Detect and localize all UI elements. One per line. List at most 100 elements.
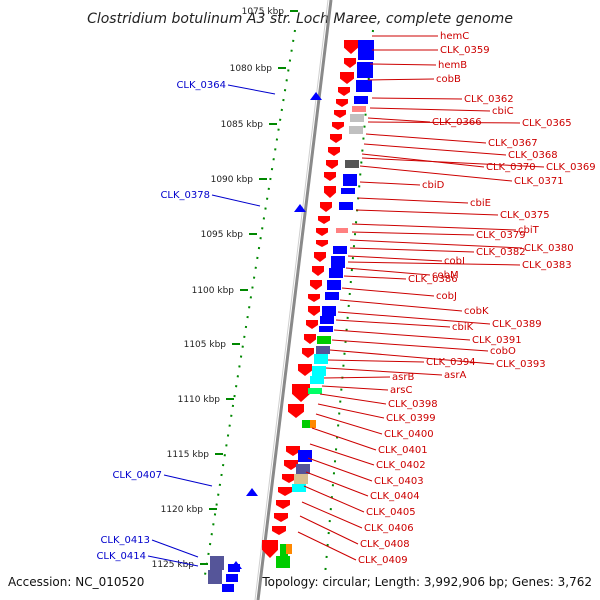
forward-gene-arrow (344, 40, 358, 54)
ruler-tick-label: 1105 kbp (184, 340, 227, 350)
reverse-gene-box (356, 80, 372, 92)
leader-line (361, 157, 545, 168)
leader-line (355, 209, 499, 216)
summary-text: Topology: circular; Length: 3,992,906 bp… (261, 575, 592, 589)
forward-gene-arrow (310, 280, 322, 290)
forward-gene-arrow (312, 266, 324, 276)
forward-gene-arrow (340, 72, 354, 84)
forward-gene-arrow (308, 306, 320, 316)
gene-label: CLK_0407 (112, 470, 162, 481)
ruler-tick-label: 1095 kbp (201, 230, 244, 240)
reverse-gene-box (310, 376, 324, 384)
gene-label: asrB (392, 372, 414, 383)
reverse-gene-box (302, 420, 310, 428)
forward-gene-arrow (330, 134, 342, 143)
reverse-gene-box (286, 544, 292, 554)
gene-label: CLK_0386 (408, 274, 458, 285)
forward-gene-arrow (314, 252, 326, 262)
ruler-tick-label: 1080 kbp (230, 64, 273, 74)
leader-line (357, 197, 469, 204)
reverse-gene-box (308, 388, 322, 394)
gene-track (208, 40, 374, 592)
leader-line (351, 223, 517, 231)
gene-label: asrA (444, 370, 466, 381)
forward-gene-arrow (282, 474, 296, 483)
gene-label: cobM (432, 270, 459, 281)
gene-label: hemC (440, 31, 469, 42)
reverse-gene-box (358, 40, 374, 60)
forward-gene-arrow (332, 122, 344, 130)
gene-label: hemB (438, 60, 467, 71)
leader-line (323, 376, 391, 379)
leader-line (211, 194, 261, 207)
leader-line (359, 181, 421, 186)
gene-label: CLK_0379 (476, 230, 526, 241)
gene-label: CLK_0403 (374, 476, 424, 487)
gene-label: CLK_0367 (488, 138, 538, 149)
ruler-tick-label: 1115 kbp (167, 450, 210, 460)
gene-label: CLK_0393 (496, 359, 546, 370)
leader-line (299, 515, 359, 545)
leader-line (347, 261, 521, 266)
leader-line (367, 78, 435, 81)
reverse-gene-box (336, 228, 348, 233)
ruler-tick-label: 1120 kbp (161, 505, 204, 515)
leader-line (367, 117, 431, 123)
reverse-gene-box (314, 354, 328, 364)
leader-line (329, 349, 495, 365)
gene-marker-triangle (230, 561, 242, 569)
forward-gene-arrow (274, 513, 288, 522)
forward-gene-arrow (306, 320, 318, 329)
reverse-gene-box (343, 174, 357, 186)
reverse-gene-box (280, 544, 288, 556)
forward-gene-arrow (304, 334, 316, 344)
reverse-gene-box (310, 420, 316, 428)
leader-line (297, 531, 357, 561)
forward-gene-arrow (292, 384, 310, 402)
reverse-gene-box (210, 556, 224, 570)
reverse-gene-box (327, 280, 341, 290)
gene-label: CLK_0370 (486, 162, 536, 173)
leader-line (325, 367, 443, 376)
forward-gene-arrow (334, 110, 346, 118)
leader-line (345, 267, 431, 276)
leader-line (305, 471, 369, 497)
leader-line (319, 393, 387, 405)
gene-label: CLK_0359 (440, 45, 490, 56)
gene-label: cobK (464, 306, 489, 317)
gene-label: CLK_0380 (524, 243, 574, 254)
leader-line (361, 153, 485, 168)
forward-gene-arrow (344, 58, 356, 68)
leader-line (369, 107, 491, 112)
gene-label: CLK_0365 (522, 118, 572, 129)
forward-gene-arrow (298, 364, 312, 376)
reverse-gene-box (319, 326, 333, 332)
forward-gene-arrow (336, 99, 348, 107)
leader-line (359, 165, 513, 182)
gene-marker-triangle (294, 204, 306, 212)
forward-gene-arrow (328, 147, 340, 156)
leader-line (311, 427, 377, 451)
gene-label: CLK_0366 (432, 117, 482, 128)
gene-label: CLK_0378 (160, 190, 210, 201)
gene-label: cbiK (452, 322, 474, 333)
reverse-gene-box (349, 126, 363, 134)
reverse-gene-box (329, 268, 343, 278)
map-title: Clostridium botulinum A3 str. Loch Maree… (87, 11, 513, 27)
reverse-gene-box (320, 316, 334, 324)
reverse-gene-box (350, 114, 364, 122)
leader-line (371, 97, 463, 100)
reverse-gene-box (294, 474, 308, 484)
gene-label: CLK_0368 (508, 150, 558, 161)
gene-label: CLK_0400 (384, 429, 434, 440)
reverse-gene-box (296, 464, 310, 474)
forward-gene-arrow (324, 172, 336, 181)
forward-gene-arrow (276, 500, 290, 509)
forward-gene-arrow (278, 487, 292, 496)
reverse-gene-box (325, 292, 339, 300)
forward-gene-arrow (318, 216, 330, 224)
gene-label: cbiD (422, 180, 445, 191)
gene-label: CLK_0409 (358, 555, 408, 566)
reverse-gene-box (317, 336, 331, 344)
reverse-gene-box (345, 160, 359, 168)
